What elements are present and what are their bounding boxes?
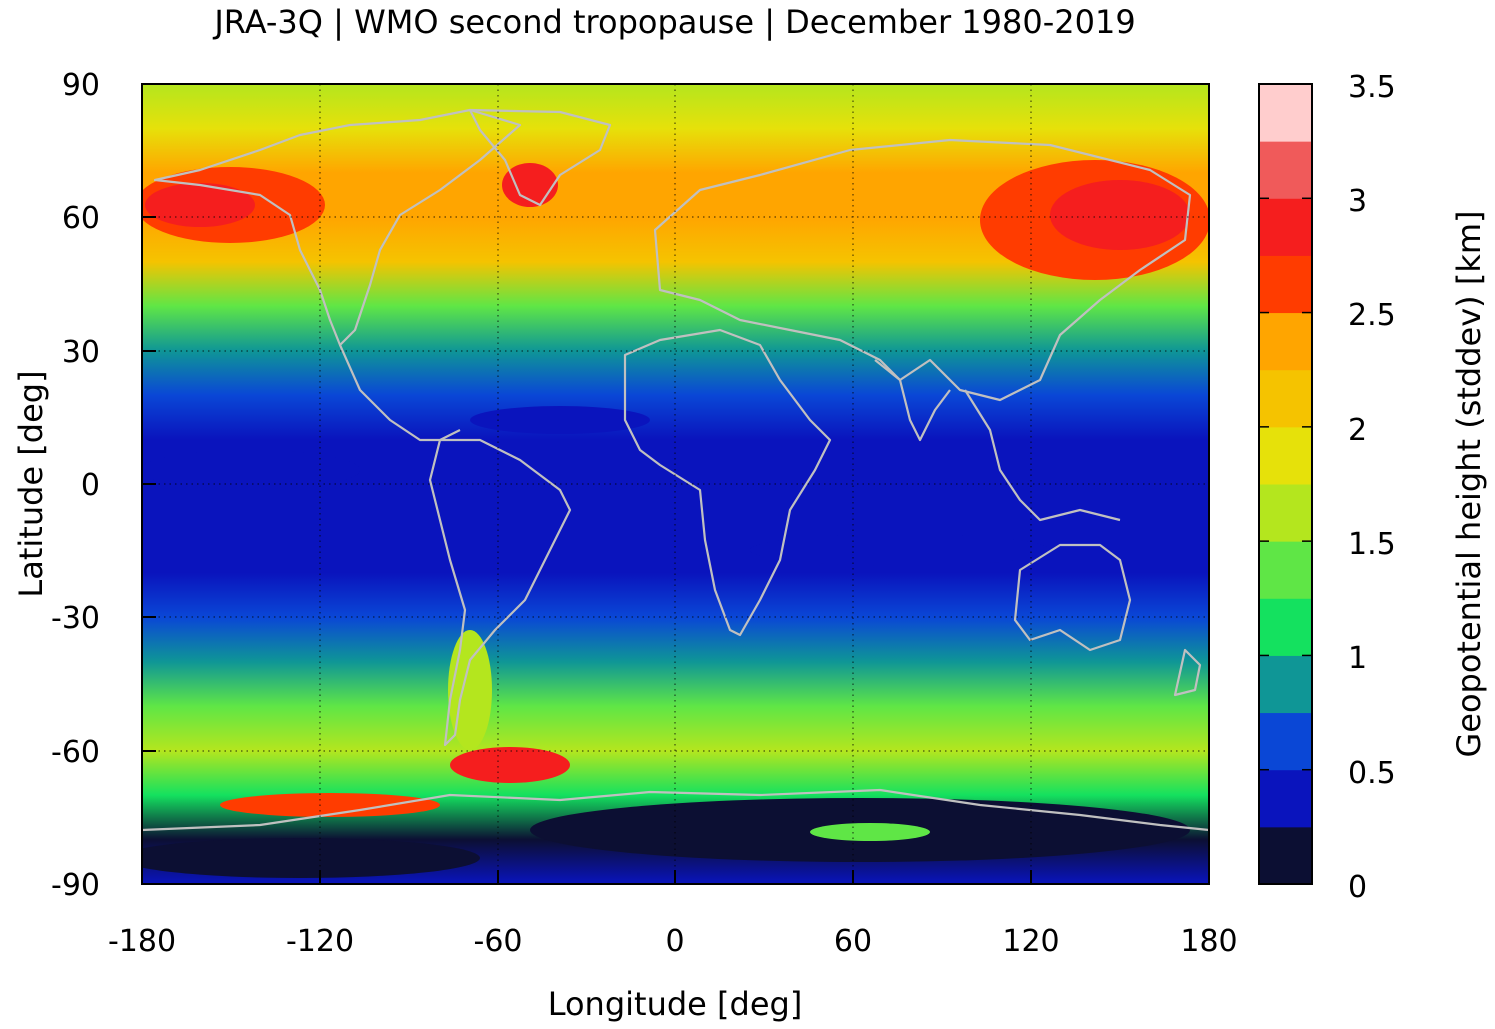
colorbar-tick-labels: 3.5 3 2.5 2 1.5 1 0.5 0 bbox=[1348, 70, 1396, 905]
coastline-central-america bbox=[338, 344, 461, 442]
colorbar-band bbox=[1259, 712, 1312, 771]
coastline-eurasia bbox=[653, 138, 1192, 402]
ytick-label: -30 bbox=[51, 601, 100, 636]
colorbar-tick-label: 1 bbox=[1348, 641, 1367, 676]
tropical-minimum-indian bbox=[750, 534, 1050, 566]
coastline-south-america bbox=[428, 438, 572, 747]
ytick-label: 60 bbox=[62, 201, 100, 236]
alaska-core bbox=[145, 183, 255, 227]
xtick-label: 0 bbox=[665, 924, 684, 959]
xtick-label: 180 bbox=[1180, 924, 1237, 959]
antarctic-coast-high bbox=[220, 793, 440, 817]
colorbar-band bbox=[1259, 769, 1312, 828]
xtick-label: -60 bbox=[474, 924, 523, 959]
east-siberia-core bbox=[1050, 180, 1190, 250]
axis-ticks bbox=[141, 83, 1210, 885]
ytick-label: 0 bbox=[81, 468, 100, 503]
colorbar-band bbox=[1259, 598, 1312, 656]
map-plot-area bbox=[142, 84, 1209, 884]
tropical-minimum-atlantic bbox=[470, 406, 650, 434]
ytick-label: 90 bbox=[62, 68, 100, 103]
coastline-southeast-asia bbox=[964, 389, 1121, 522]
x-axis-label: Longitude [deg] bbox=[548, 985, 803, 1023]
colorbar-band bbox=[1259, 541, 1312, 599]
colorbar-tick-label: 1.5 bbox=[1348, 527, 1396, 562]
coastline-greenland bbox=[468, 108, 612, 207]
xtick-label: 60 bbox=[834, 924, 872, 959]
ytick-label: 30 bbox=[62, 335, 100, 370]
y-axis-label: Latitude [deg] bbox=[12, 370, 50, 597]
colorbar-band bbox=[1259, 655, 1312, 714]
colorbar-label: Geopotential height (stddev) [km] bbox=[1450, 210, 1488, 757]
anomaly-patches bbox=[142, 160, 1209, 878]
colorbar-band bbox=[1259, 426, 1312, 485]
colorbar-band bbox=[1259, 141, 1312, 199]
colorbar-band bbox=[1259, 312, 1312, 371]
greenland-high-variability bbox=[502, 163, 558, 207]
colorbar-band bbox=[1259, 369, 1312, 428]
drake-passage-high bbox=[450, 747, 570, 783]
tropical-minimum-pacific bbox=[142, 450, 360, 490]
grid-lines bbox=[142, 84, 1209, 884]
coastline-india bbox=[874, 359, 951, 442]
antarctic-plateau-b bbox=[142, 838, 480, 878]
colorbar-tick-label: 0 bbox=[1348, 870, 1367, 905]
coastline-africa bbox=[623, 328, 832, 637]
colorbar-tick-label: 2 bbox=[1348, 413, 1367, 448]
coastline-new-zealand bbox=[1173, 648, 1202, 697]
colorbar-tick-label: 2.5 bbox=[1348, 298, 1396, 333]
chart-title: JRA-3Q | WMO second tropopause | Decembe… bbox=[212, 3, 1135, 41]
colorbar-frame bbox=[1258, 83, 1313, 885]
x-tick-labels: -180 -120 -60 0 60 120 180 bbox=[108, 924, 1238, 959]
coastlines bbox=[142, 108, 1209, 832]
colorbar-tick-label: 3.5 bbox=[1348, 70, 1396, 105]
colorbar-band bbox=[1259, 484, 1312, 542]
coastline-antarctica bbox=[142, 788, 1209, 832]
xtick-label: -120 bbox=[286, 924, 354, 959]
colorbar bbox=[1259, 83, 1312, 885]
ytick-label: -90 bbox=[51, 868, 100, 903]
antarctic-plateau-green bbox=[810, 823, 930, 841]
colorbar-band bbox=[1259, 84, 1312, 142]
xtick-label: 120 bbox=[1002, 924, 1059, 959]
ytick-label: -60 bbox=[51, 735, 100, 770]
colorbar-tick-label: 3 bbox=[1348, 184, 1367, 219]
coastline-north-america bbox=[153, 108, 522, 347]
coastline-australia bbox=[1013, 543, 1132, 652]
colorbar-band bbox=[1259, 255, 1312, 314]
y-tick-labels: 90 60 30 0 -30 -60 -90 bbox=[51, 68, 100, 903]
colorbar-tick-label: 0.5 bbox=[1348, 756, 1396, 791]
xtick-label: -180 bbox=[108, 924, 176, 959]
colorbar-band bbox=[1259, 198, 1312, 256]
colorbar-band bbox=[1259, 826, 1312, 885]
